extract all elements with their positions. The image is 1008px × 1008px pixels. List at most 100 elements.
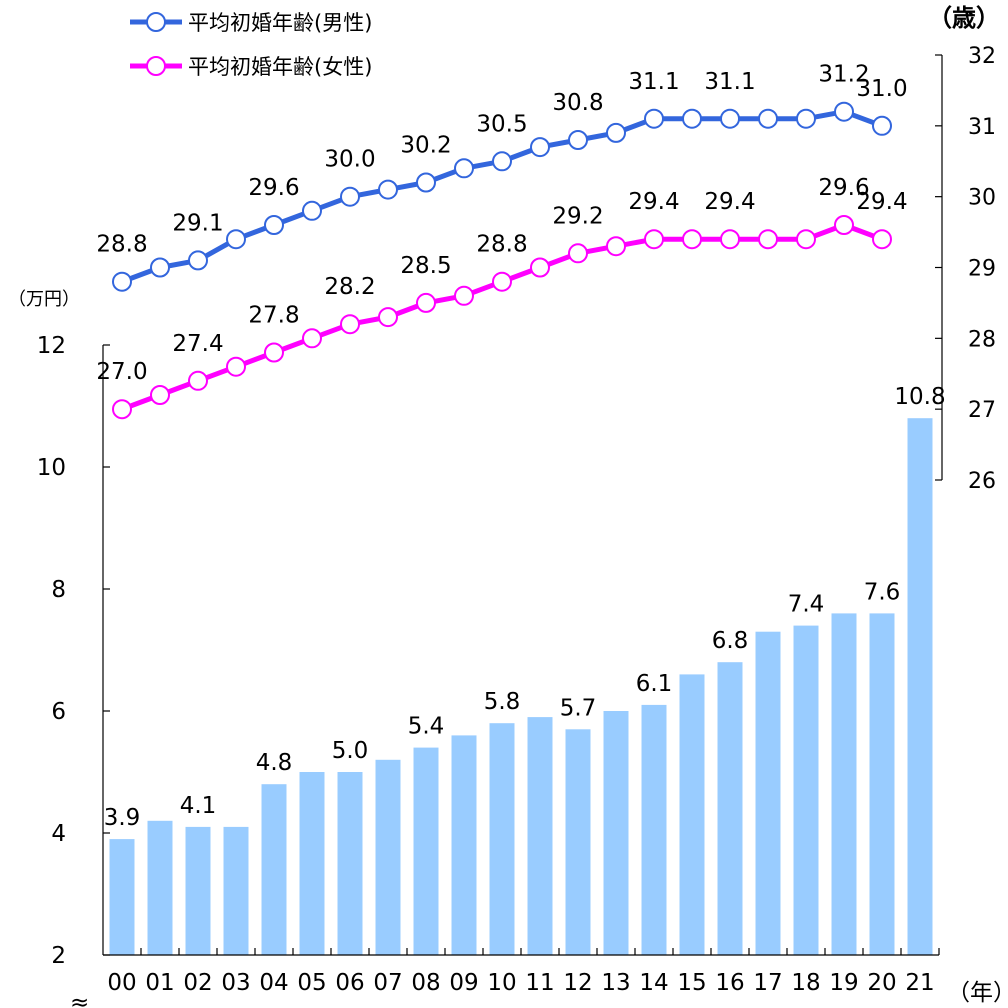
series-point-0 <box>834 101 854 122</box>
series-point-1 <box>606 236 626 257</box>
bar-14 <box>641 704 667 955</box>
series-point-0 <box>644 108 664 129</box>
bar-value-label: 4.8 <box>256 750 293 776</box>
series-point-0 <box>188 250 208 271</box>
right-axis-unit: （歳） <box>928 4 1000 32</box>
series-point-0 <box>568 130 588 150</box>
bar-19 <box>831 613 857 955</box>
x-tick-label: 08 <box>411 970 440 996</box>
x-tick-label: 02 <box>183 970 212 996</box>
legend-marker-0 <box>146 12 166 32</box>
bar-01 <box>147 820 173 955</box>
bar-06 <box>337 772 363 955</box>
series-point-1 <box>378 307 398 328</box>
series-point-1 <box>340 314 360 335</box>
bar-16 <box>717 662 743 955</box>
series-value-label: 31.2 <box>818 62 869 88</box>
series-point-0 <box>264 215 284 235</box>
x-tick-label: 05 <box>297 970 326 996</box>
right-tick-label: 29 <box>968 257 996 282</box>
x-tick-label: 03 <box>221 970 250 996</box>
series-value-label: 30.8 <box>552 90 603 116</box>
bar-18 <box>793 625 819 955</box>
labels-layer: 3.9 4.1 4.8 5.0 5.4 5.8 5.7 6.1 6.8 7.4 7.6 10.8 28.… <box>96 62 945 831</box>
series-value-label: 29.4 <box>628 189 679 215</box>
series-point-0 <box>682 108 702 129</box>
right-tick-label: 32 <box>968 44 996 69</box>
series-value-label: 27.8 <box>248 303 299 329</box>
bar-value-label: 10.8 <box>894 384 945 410</box>
series-point-1 <box>644 229 664 250</box>
series-point-0 <box>302 200 322 221</box>
series-point-0 <box>872 115 892 136</box>
x-tick-label: 01 <box>145 970 174 996</box>
legend: 平均初婚年齢(男性) 平均初婚年齢(女性) <box>130 11 372 79</box>
bar-09 <box>451 735 477 955</box>
series-point-1 <box>568 243 588 264</box>
series-value-label: 27.4 <box>172 331 223 357</box>
x-tick-label: 15 <box>677 970 706 996</box>
series-point-0 <box>796 108 816 129</box>
series-value-label: 29.6 <box>818 175 869 201</box>
x-tick-label: 10 <box>487 970 516 996</box>
bar-05 <box>299 772 325 955</box>
left-tick-label: 4 <box>51 821 66 847</box>
x-tick-label: 04 <box>259 970 288 996</box>
bar-15 <box>679 674 705 955</box>
bar-20 <box>869 613 895 955</box>
series-point-1 <box>872 229 892 250</box>
series-value-label: 30.0 <box>324 147 375 173</box>
left-tick-label: 2 <box>51 943 66 969</box>
x-tick-label: 21 <box>905 970 934 996</box>
bar-value-label: 5.7 <box>560 695 597 721</box>
series-value-label: 31.1 <box>628 69 679 95</box>
legend-marker-1 <box>146 56 166 76</box>
bar-11 <box>527 717 553 955</box>
series-value-label: 28.5 <box>400 253 451 279</box>
legend-label-0: 平均初婚年齢(男性) <box>188 11 372 35</box>
bar-21 <box>907 418 933 955</box>
series-point-0 <box>530 137 550 158</box>
bar-value-label: 7.6 <box>864 579 901 605</box>
x-tick-label: 18 <box>791 970 820 996</box>
series-point-0 <box>112 271 132 292</box>
series-point-1 <box>530 257 550 278</box>
x-tick-label: 07 <box>373 970 402 996</box>
bar-10 <box>489 723 515 955</box>
bar-value-label: 4.1 <box>180 793 217 819</box>
series-value-label: 29.4 <box>704 189 755 215</box>
series-point-1 <box>226 356 246 377</box>
bar-04 <box>261 784 287 955</box>
right-tick-label: 26 <box>968 469 996 494</box>
x-tick-label: 17 <box>753 970 782 996</box>
x-tick-label: 14 <box>639 970 668 996</box>
axis-break-mark: ≈ <box>70 990 89 1008</box>
x-tick-label: 16 <box>715 970 744 996</box>
right-tick-label: 27 <box>968 398 996 423</box>
series-point-0 <box>758 108 778 129</box>
series-point-0 <box>606 122 626 143</box>
x-tick-label: 11 <box>525 970 554 996</box>
x-tick-label: 06 <box>335 970 364 996</box>
series-point-1 <box>416 292 436 313</box>
series-value-label: 28.8 <box>476 232 527 258</box>
bar-12 <box>565 729 591 955</box>
x-tick-label: 19 <box>829 970 858 996</box>
series-point-1 <box>796 229 816 250</box>
bar-value-label: 6.8 <box>712 628 749 654</box>
bar-08 <box>413 747 439 955</box>
series-point-0 <box>340 186 360 207</box>
bar-02 <box>185 826 211 955</box>
series-point-0 <box>454 158 474 179</box>
series-point-0 <box>226 229 246 250</box>
right-tick-label: 28 <box>968 327 996 352</box>
series-value-label: 29.1 <box>172 210 223 236</box>
left-axis-unit: （万円） <box>8 289 80 310</box>
series-value-label: 27.0 <box>96 359 147 385</box>
series-value-label: 28.2 <box>324 274 375 300</box>
series-point-0 <box>150 257 170 278</box>
bar-13 <box>603 711 629 955</box>
x-tick-label: 13 <box>601 970 630 996</box>
legend-label-1: 平均初婚年齢(女性) <box>188 55 372 79</box>
